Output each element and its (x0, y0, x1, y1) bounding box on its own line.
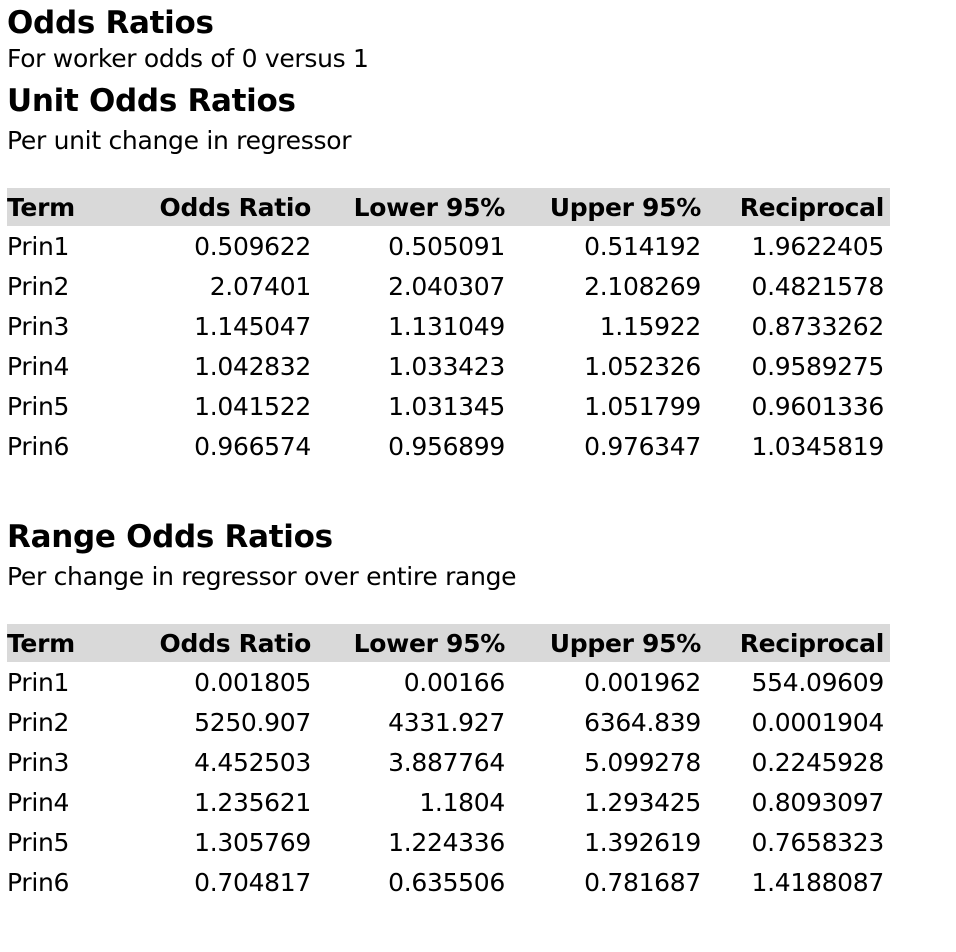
cell-upper-95: 0.976347 (584, 431, 701, 461)
cell-upper-95: 0.001962 (584, 667, 701, 697)
cell-term: Prin5 (7, 391, 70, 421)
cell-reciprocal: 0.9589275 (751, 351, 885, 381)
cell-term: Prin4 (7, 351, 70, 381)
table-row: Prin3 1.145047 1.131049 1.15922 0.8733262 (7, 306, 890, 346)
cell-upper-95: 0.514192 (584, 231, 701, 261)
unit-odds-section: Unit Odds Ratios Per unit change in regr… (7, 76, 956, 466)
cell-odds-ratio: 2.07401 (209, 271, 312, 301)
unit-odds-table-body: Prin1 0.509622 0.505091 0.514192 1.9622405 Pr… (7, 226, 890, 466)
table-row: Prin2 5250.907 4331.927 6364.839 0.0001904 (7, 702, 890, 742)
cell-odds-ratio: 0.966574 (194, 431, 311, 461)
cell-reciprocal: 0.8093097 (751, 787, 885, 817)
cell-term: Prin3 (7, 311, 70, 341)
cell-reciprocal: 0.0001904 (751, 707, 885, 737)
table-row: Prin5 1.041522 1.031345 1.051799 0.9601336 (7, 386, 890, 426)
range-odds-description: Per change in regressor over entire rang… (7, 562, 517, 591)
column-header-odds-ratio: Odds Ratio (117, 624, 311, 662)
table-row: Prin1 0.001805 0.00166 0.001962 554.09609 (7, 662, 890, 702)
column-header-lower-95: Lower 95% (311, 188, 505, 226)
cell-upper-95: 0.781687 (584, 867, 701, 897)
cell-upper-95: 1.051799 (584, 391, 701, 421)
cell-lower-95: 3.887764 (388, 747, 505, 777)
cell-odds-ratio: 0.509622 (194, 231, 311, 261)
cell-lower-95: 1.033423 (388, 351, 505, 381)
cell-term: Prin6 (7, 431, 70, 461)
cell-reciprocal: 0.8733262 (751, 311, 885, 341)
table-row: Prin4 1.042832 1.033423 1.052326 0.9589275 (7, 346, 890, 386)
cell-reciprocal: 0.7658323 (751, 827, 885, 857)
column-header-reciprocal: Reciprocal (701, 624, 890, 662)
column-header-reciprocal: Reciprocal (701, 188, 890, 226)
page-title: Odds Ratios (7, 5, 214, 41)
table-header-row: Term Odds Ratio Lower 95% Upper 95% Reci… (7, 188, 890, 226)
cell-odds-ratio: 1.042832 (194, 351, 311, 381)
cell-odds-ratio: 4.452503 (194, 747, 311, 777)
range-odds-section: Range Odds Ratios Per change in regresso… (7, 512, 956, 902)
cell-lower-95: 0.00166 (403, 667, 506, 697)
cell-term: Prin2 (7, 707, 70, 737)
unit-odds-description: Per unit change in regressor (7, 126, 352, 155)
cell-lower-95: 1.224336 (388, 827, 505, 857)
cell-reciprocal: 0.4821578 (751, 271, 885, 301)
cell-lower-95: 2.040307 (388, 271, 505, 301)
cell-reciprocal: 0.9601336 (751, 391, 885, 421)
cell-term: Prin5 (7, 827, 70, 857)
table-row: Prin4 1.235621 1.1804 1.293425 0.8093097 (7, 782, 890, 822)
cell-odds-ratio: 0.001805 (194, 667, 311, 697)
table-row: Prin5 1.305769 1.224336 1.392619 0.7658323 (7, 822, 890, 862)
column-header-lower-95: Lower 95% (311, 624, 505, 662)
cell-term: Prin3 (7, 747, 70, 777)
unit-odds-table: Term Odds Ratio Lower 95% Upper 95% Reci… (7, 188, 890, 466)
column-header-term: Term (7, 624, 117, 662)
table-row: Prin2 2.07401 2.040307 2.108269 0.4821578 (7, 266, 890, 306)
cell-term: Prin2 (7, 271, 70, 301)
cell-upper-95: 6364.839 (584, 707, 701, 737)
table-row: Prin1 0.509622 0.505091 0.514192 1.9622405 (7, 226, 890, 266)
cell-term: Prin1 (7, 667, 70, 697)
table-header-row: Term Odds Ratio Lower 95% Upper 95% Reci… (7, 624, 890, 662)
cell-odds-ratio: 0.704817 (194, 867, 311, 897)
table-row: Prin6 0.704817 0.635506 0.781687 1.4188087 (7, 862, 890, 902)
cell-lower-95: 0.956899 (388, 431, 505, 461)
cell-upper-95: 1.15922 (599, 311, 702, 341)
cell-lower-95: 1.031345 (388, 391, 505, 421)
cell-odds-ratio: 1.041522 (194, 391, 311, 421)
cell-reciprocal: 1.9622405 (751, 231, 885, 261)
cell-upper-95: 1.052326 (584, 351, 701, 381)
cell-lower-95: 0.505091 (388, 231, 505, 261)
cell-upper-95: 1.293425 (584, 787, 701, 817)
column-header-term: Term (7, 188, 117, 226)
cell-term: Prin4 (7, 787, 70, 817)
column-header-odds-ratio: Odds Ratio (117, 188, 311, 226)
cell-odds-ratio: 5250.907 (194, 707, 311, 737)
cell-odds-ratio: 1.145047 (194, 311, 311, 341)
cell-reciprocal: 1.4188087 (751, 867, 885, 897)
cell-upper-95: 5.099278 (584, 747, 701, 777)
unit-odds-title: Unit Odds Ratios (7, 83, 296, 119)
column-header-upper-95: Upper 95% (505, 624, 701, 662)
cell-lower-95: 0.635506 (388, 867, 505, 897)
cell-upper-95: 2.108269 (584, 271, 701, 301)
cell-term: Prin6 (7, 867, 70, 897)
cell-upper-95: 1.392619 (584, 827, 701, 857)
range-odds-title: Range Odds Ratios (7, 519, 333, 555)
cell-odds-ratio: 1.305769 (194, 827, 311, 857)
cell-reciprocal: 1.0345819 (751, 431, 885, 461)
cell-lower-95: 1.1804 (419, 787, 505, 817)
range-odds-table: Term Odds Ratio Lower 95% Upper 95% Reci… (7, 624, 890, 902)
cell-term: Prin1 (7, 231, 70, 261)
table-row: Prin3 4.452503 3.887764 5.099278 0.2245928 (7, 742, 890, 782)
page-subtitle: For worker odds of 0 versus 1 (7, 44, 369, 73)
cell-reciprocal: 0.2245928 (751, 747, 885, 777)
cell-lower-95: 4331.927 (388, 707, 505, 737)
cell-reciprocal: 554.09609 (751, 667, 885, 697)
table-row: Prin6 0.966574 0.956899 0.976347 1.0345819 (7, 426, 890, 466)
cell-odds-ratio: 1.235621 (194, 787, 311, 817)
range-odds-table-body: Prin1 0.001805 0.00166 0.001962 554.09609 Pri… (7, 662, 890, 902)
cell-lower-95: 1.131049 (388, 311, 505, 341)
column-header-upper-95: Upper 95% (505, 188, 701, 226)
